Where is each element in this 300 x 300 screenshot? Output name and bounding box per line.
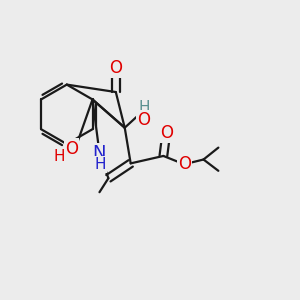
Text: O: O <box>160 124 173 142</box>
Text: O: O <box>178 155 191 173</box>
Text: H: H <box>54 149 65 164</box>
Text: O: O <box>109 59 122 77</box>
Text: H: H <box>138 100 150 115</box>
Text: H: H <box>94 158 106 172</box>
Text: O: O <box>65 140 78 158</box>
Text: N: N <box>93 144 106 162</box>
Text: O: O <box>138 111 151 129</box>
